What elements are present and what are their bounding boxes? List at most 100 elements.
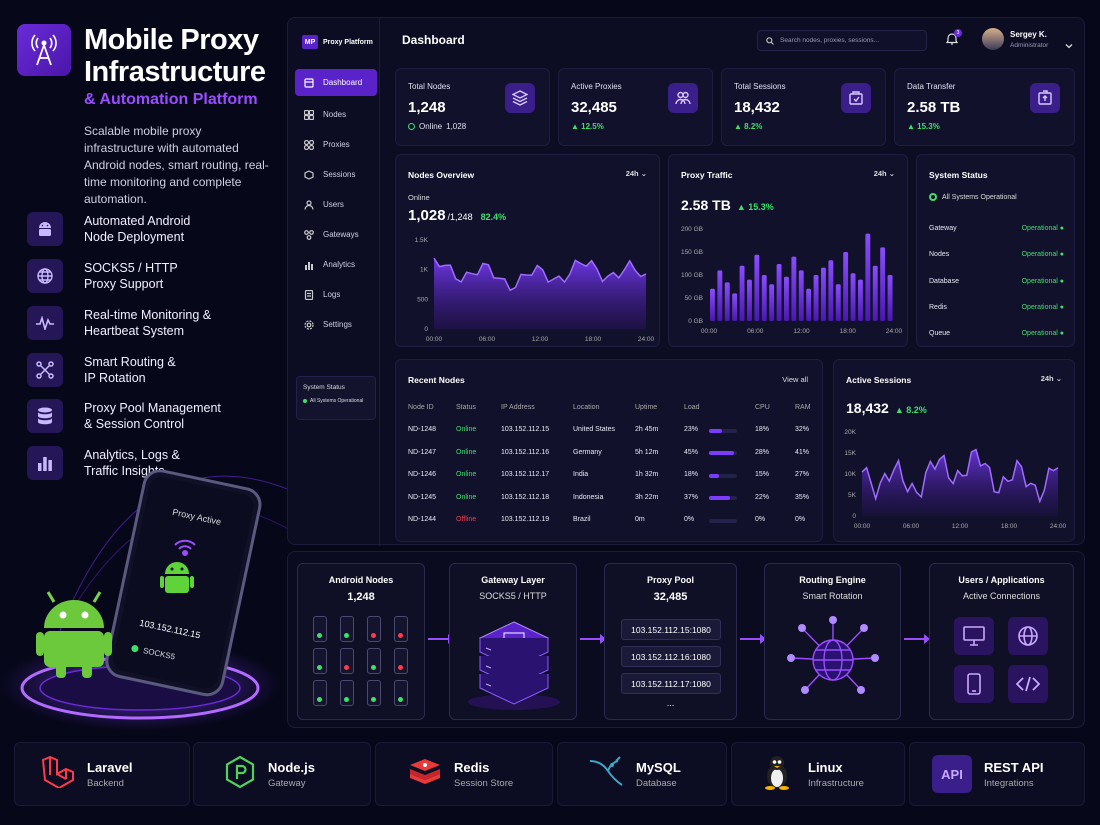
notification-button[interactable]: 3 bbox=[945, 29, 962, 46]
axis-tick-label: 00:00 bbox=[701, 328, 718, 335]
traffic-bar bbox=[828, 260, 834, 321]
table-cell: Online bbox=[456, 426, 477, 433]
axis-tick-label: 06:00 bbox=[479, 336, 496, 343]
api-icon: API bbox=[932, 755, 972, 793]
range-select[interactable]: 24h ⌄ bbox=[1040, 374, 1062, 383]
traffic-bar bbox=[769, 284, 775, 321]
logs-icon bbox=[303, 289, 315, 301]
table-cell: 1h 32m bbox=[635, 471, 659, 478]
axis-tick-label: 0 bbox=[852, 513, 856, 520]
code-icon bbox=[1008, 665, 1048, 703]
feature-item: SOCKS5 / HTTP Proxy Support bbox=[27, 259, 234, 293]
range-select[interactable]: 24h ⌄ bbox=[625, 169, 647, 178]
sidebar-item-proxies[interactable]: Proxies bbox=[295, 131, 377, 158]
table-cell: ND-1248 bbox=[408, 426, 437, 433]
search-input[interactable]: Search nodes, proxies, sessions... bbox=[757, 30, 927, 51]
flow-arrow bbox=[580, 634, 606, 644]
traffic-bar-chart: 200 GB 150 GB 100 GB 50 GB 0 GB 00:00 06:00 12:… bbox=[681, 226, 903, 335]
flow-users-applications: Users / Applications Active Connections bbox=[929, 563, 1074, 720]
axis-tick-label: 18:00 bbox=[585, 336, 602, 343]
load-bar bbox=[709, 428, 737, 433]
kpi-card-total-nodes[interactable]: Total Nodes 1,248 Online 1,028 bbox=[395, 68, 550, 146]
axis-tick-label: 06:00 bbox=[747, 328, 764, 335]
table-cell: 0% bbox=[684, 516, 695, 523]
user-role: Administrator bbox=[1010, 42, 1049, 49]
traffic-bar bbox=[865, 233, 871, 321]
table-cell: 27% bbox=[795, 471, 810, 478]
recent-nodes-card: Recent Nodes View all Node ID Status IP … bbox=[395, 359, 823, 542]
pool-item: 103.152.112.17:1080 bbox=[621, 673, 721, 694]
hero-title: Mobile Proxy Infrastructure bbox=[84, 24, 266, 88]
table-cell: Online bbox=[456, 448, 477, 456]
node-phone-icon bbox=[394, 648, 408, 674]
kpi-card-total-sessions[interactable]: Total Sessions 18,432 ▲ 8.2% bbox=[721, 68, 886, 146]
traffic-bar bbox=[887, 275, 893, 321]
layers-icon bbox=[505, 83, 535, 113]
node-phone-icon bbox=[367, 616, 381, 642]
table-cell: ND-1244 bbox=[408, 516, 437, 523]
table-cell: Indonesia bbox=[573, 493, 604, 501]
sidebar-item-sessions[interactable]: Sessions bbox=[295, 161, 377, 188]
sidebar-item-nodes[interactable]: Nodes bbox=[295, 101, 377, 128]
flow-proxy-pool: Proxy Pool 32,485 103.152.112.15:1080 10… bbox=[604, 563, 737, 720]
table-cell: 15% bbox=[755, 471, 770, 478]
axis-tick-label: 12:00 bbox=[793, 328, 810, 335]
brand[interactable]: MP Proxy Platform bbox=[302, 35, 373, 49]
nodes-icon bbox=[303, 109, 315, 121]
axis-tick-label: 18:00 bbox=[1001, 523, 1018, 530]
status-row-gateway: Gateway Operational ● bbox=[929, 225, 1064, 232]
feature-text: Smart Routing & IP Rotation bbox=[84, 355, 176, 385]
sidebar-item-logs[interactable]: Logs bbox=[295, 281, 377, 308]
sidebar-item-settings[interactable]: Settings bbox=[295, 311, 377, 338]
feature-item: Analytics, Logs & Traffic Insights bbox=[27, 446, 234, 480]
kpi-card-active-proxies[interactable]: Active Proxies 32,485 ▲ 12.5% bbox=[558, 68, 713, 146]
axis-tick-label: 06:00 bbox=[903, 523, 920, 530]
node-phone-icon bbox=[313, 648, 327, 674]
brand-name: Proxy Platform bbox=[323, 38, 373, 46]
flow-arrow bbox=[740, 634, 766, 644]
axis-tick-label: 15K bbox=[844, 450, 856, 457]
avatar[interactable] bbox=[982, 28, 1004, 50]
table-cell: 32% bbox=[795, 426, 810, 433]
check-icon bbox=[929, 193, 937, 201]
axis-tick-label: 0 bbox=[424, 326, 428, 333]
database-icon bbox=[27, 399, 63, 433]
kpi-card-data-transfer[interactable]: Data Transfer 2.58 TB ▲ 15.3% bbox=[894, 68, 1075, 146]
sidebar-item-users[interactable]: Users bbox=[295, 191, 377, 218]
online-dot-icon bbox=[408, 123, 415, 130]
pool-item: 103.152.112.15:1080 bbox=[621, 619, 721, 640]
feature-text: SOCKS5 / HTTP Proxy Support bbox=[84, 261, 178, 291]
traffic-bar bbox=[806, 288, 812, 321]
proxy-traffic-card: Proxy Traffic 24h ⌄ 2.58 TB ▲ 15.3% 200 … bbox=[668, 154, 908, 347]
range-select[interactable]: 24h ⌄ bbox=[873, 169, 895, 178]
traffic-bar bbox=[710, 288, 715, 321]
laravel-icon bbox=[41, 755, 75, 793]
search-icon bbox=[766, 36, 774, 45]
node-phone-icon bbox=[313, 616, 327, 642]
smartphone-icon bbox=[954, 665, 994, 703]
node-phone-icon bbox=[367, 648, 381, 674]
feature-text: Automated Android Node Deployment bbox=[84, 214, 191, 244]
analytics-icon bbox=[303, 259, 315, 271]
table-cell: 18% bbox=[684, 471, 699, 478]
table-cell: United States bbox=[573, 426, 616, 433]
node-phone-icon bbox=[340, 680, 354, 706]
table-cell: 22% bbox=[755, 493, 770, 501]
status-dot-icon bbox=[303, 399, 307, 403]
monitor-icon bbox=[954, 617, 994, 655]
feature-item: Real-time Monitoring & Heartbeat System bbox=[27, 306, 234, 340]
load-bar bbox=[709, 473, 737, 478]
axis-tick-label: 12:00 bbox=[952, 523, 969, 530]
chevron-down-icon[interactable] bbox=[1065, 36, 1073, 54]
wifi-icon bbox=[172, 538, 198, 561]
view-all-link[interactable]: View all bbox=[782, 375, 808, 384]
sidebar-item-analytics[interactable]: Analytics bbox=[295, 251, 377, 278]
sidebar-item-gateways[interactable]: Gateways bbox=[295, 221, 377, 248]
android-icon bbox=[27, 212, 63, 246]
axis-tick-label: 500 bbox=[417, 296, 428, 303]
status-row-database: Database Operational ● bbox=[929, 278, 1064, 285]
table-cell: 103.152.112.19 bbox=[501, 516, 550, 523]
sidebar-item-dashboard[interactable]: Dashboard bbox=[295, 69, 377, 96]
axis-tick-label: 20K bbox=[844, 429, 856, 436]
nodes-overview-card: Nodes Overview 24h ⌄ Online 1,028 /1,248… bbox=[395, 154, 660, 347]
